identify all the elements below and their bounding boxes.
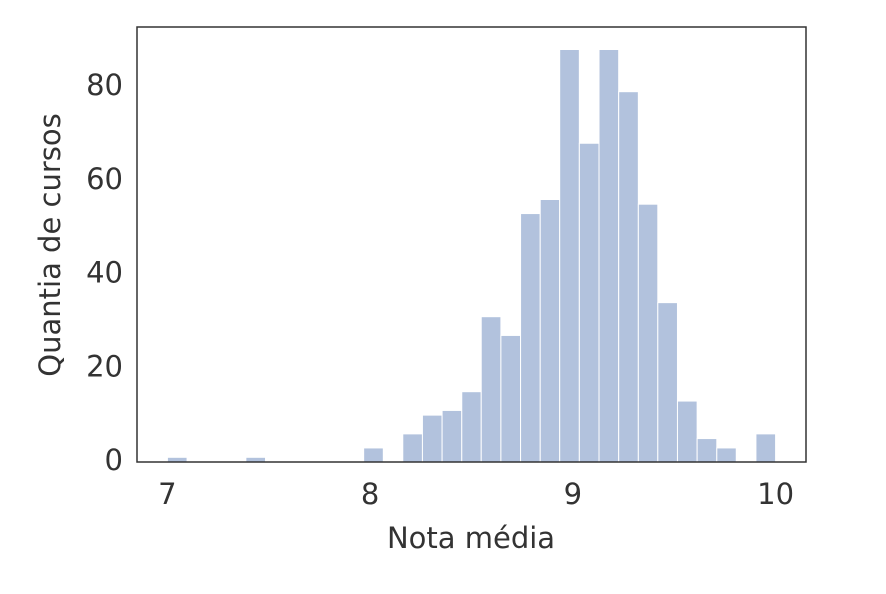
bar xyxy=(441,409,463,463)
x-tick-label: 9 xyxy=(564,477,582,511)
y-tick-label: 20 xyxy=(86,349,123,383)
y-tick-label: 80 xyxy=(86,68,123,102)
bar xyxy=(480,316,502,463)
bar xyxy=(578,142,600,463)
bar xyxy=(618,91,639,463)
y-tick-label: 40 xyxy=(86,256,123,290)
bar xyxy=(402,433,423,463)
bar xyxy=(676,400,698,463)
y-axis-label: Quantia de cursos xyxy=(33,113,67,376)
x-tick-label: 10 xyxy=(757,477,794,511)
bar xyxy=(461,391,482,463)
bar xyxy=(657,302,678,463)
bar xyxy=(363,447,384,463)
bar xyxy=(520,213,541,463)
y-tick-label: 0 xyxy=(105,443,123,477)
bar xyxy=(755,433,777,463)
x-tick-label: 7 xyxy=(158,477,176,511)
bar xyxy=(696,438,718,463)
bar xyxy=(637,203,659,463)
x-axis-label: Nota média xyxy=(387,521,555,555)
bar xyxy=(421,414,443,463)
bar xyxy=(500,334,522,463)
bar xyxy=(598,49,620,463)
y-tick-label: 60 xyxy=(86,162,123,196)
plot-frame xyxy=(136,26,807,463)
bar xyxy=(716,447,737,463)
bar xyxy=(539,199,561,463)
bar xyxy=(559,49,580,463)
x-tick-label: 8 xyxy=(361,477,379,511)
